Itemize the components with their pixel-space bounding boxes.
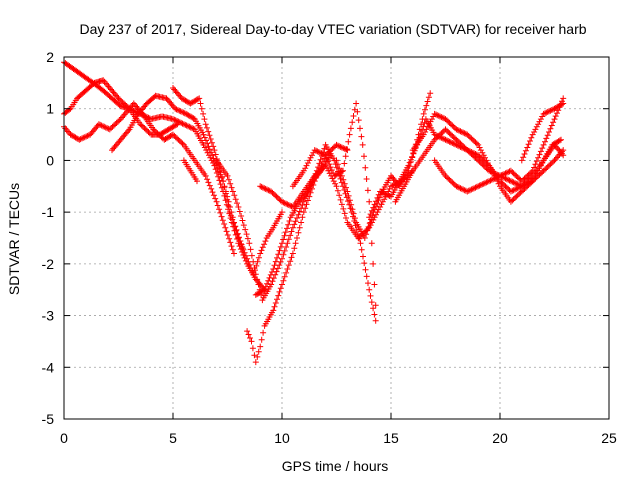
y-tick-label: -5 xyxy=(42,411,55,427)
tick-labels: 0 5 10 15 20 25 -5 -4 -3 -2 -1 0 1 2 xyxy=(42,49,617,446)
axes xyxy=(63,56,610,420)
x-tick-label: 20 xyxy=(492,430,508,446)
sdtvar-track xyxy=(518,100,567,164)
data-points xyxy=(61,59,567,366)
sdtvar-track xyxy=(431,147,567,195)
y-tick-label: 1 xyxy=(46,101,54,117)
y-tick-label: 2 xyxy=(46,49,54,65)
x-tick-label: 0 xyxy=(60,430,68,446)
sdtvar-track xyxy=(289,100,379,309)
grid-lines xyxy=(64,57,609,419)
x-tick-label: 15 xyxy=(383,430,399,446)
plot-frame xyxy=(63,56,610,420)
sdtvar-track xyxy=(170,85,285,278)
x-tick-label: 25 xyxy=(601,430,617,446)
y-tick-label: 0 xyxy=(46,152,54,168)
sdtvar-track xyxy=(333,90,434,241)
chart-title: Day 237 of 2017, Sidereal Day-to-day VTE… xyxy=(79,21,586,37)
x-tick-label: 5 xyxy=(169,430,177,446)
y-axis-label: SDTVAR / TECUs xyxy=(6,183,22,295)
y-tick-label: -1 xyxy=(42,204,55,220)
sdtvar-track xyxy=(109,92,246,252)
y-tick-label: -2 xyxy=(42,256,55,272)
x-tick-label: 10 xyxy=(274,430,290,446)
y-tick-label: -4 xyxy=(42,359,55,375)
x-axis-label: GPS time / hours xyxy=(282,458,389,474)
y-tick-label: -3 xyxy=(42,308,55,324)
sdtvar-track xyxy=(180,157,200,185)
